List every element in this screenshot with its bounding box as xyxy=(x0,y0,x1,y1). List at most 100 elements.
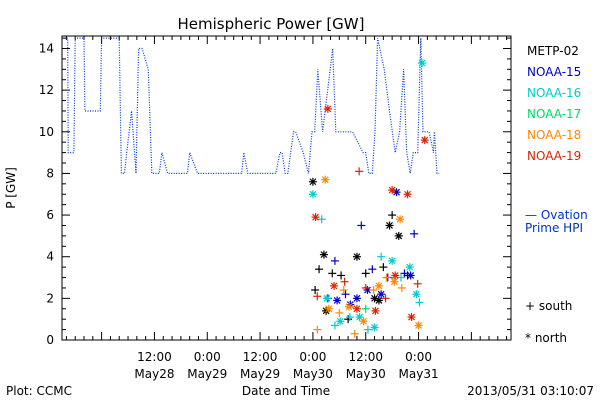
north-point xyxy=(406,271,415,280)
south-point xyxy=(400,269,409,278)
point-stroke xyxy=(360,317,367,325)
north-point xyxy=(308,190,317,199)
south-point xyxy=(381,294,390,303)
north-point xyxy=(370,323,379,332)
y-tick-label: 0 xyxy=(46,333,54,347)
point-stroke xyxy=(353,253,361,261)
point-stroke xyxy=(356,313,363,321)
south-point xyxy=(361,304,370,313)
south-marker-legend: + south xyxy=(525,299,572,313)
y-axis: 0 2 4 6 8 10 12 14 xyxy=(39,37,511,347)
point-stroke xyxy=(336,317,344,325)
north-point xyxy=(323,104,332,113)
point-stroke xyxy=(391,272,399,279)
north-point xyxy=(374,281,383,290)
point-stroke xyxy=(333,297,341,304)
north-point xyxy=(371,306,380,315)
point-stroke xyxy=(353,294,361,302)
point-stroke xyxy=(312,213,319,221)
point-stroke xyxy=(371,294,378,302)
x-tick-label-date: May30 xyxy=(293,367,333,381)
ovation-hpi-line xyxy=(64,37,440,174)
x-axis: 12:00 May28 0:00 May29 12:00 May29 0:00 May30 12… xyxy=(65,36,508,381)
north-point xyxy=(321,175,330,184)
north-point xyxy=(370,294,379,303)
south-point xyxy=(363,325,372,334)
south-point xyxy=(413,279,422,288)
x-tick-label-date: May31 xyxy=(399,367,439,381)
north-point xyxy=(308,177,317,186)
point-stroke xyxy=(375,282,383,290)
x-tick-label-date: May28 xyxy=(134,367,174,381)
south-point xyxy=(311,286,320,295)
x-axis-label: Date and Time xyxy=(242,384,330,398)
north-point xyxy=(418,59,427,68)
point-stroke xyxy=(418,59,426,67)
south-point xyxy=(355,167,364,176)
north-point xyxy=(352,304,361,313)
south-point xyxy=(357,221,366,230)
point-stroke xyxy=(396,215,404,223)
south-point xyxy=(350,329,359,338)
x-tick-label-time: 12:00 xyxy=(348,350,383,364)
south-point xyxy=(415,298,424,307)
south-point xyxy=(330,321,339,330)
north-point xyxy=(420,136,429,145)
north-point xyxy=(396,215,405,224)
legend-entry: NOAA-15 xyxy=(527,65,581,79)
point-stroke xyxy=(324,105,332,113)
south-point xyxy=(315,265,324,274)
x-tick-label-time: 0:00 xyxy=(194,350,221,364)
point-stroke xyxy=(421,136,429,144)
south-point xyxy=(341,290,350,299)
plot-timestamp: 2013/05/31 03:10:07 xyxy=(467,384,594,398)
north-point xyxy=(352,252,361,261)
point-stroke xyxy=(377,290,385,298)
x-tick-label-time: 12:00 xyxy=(137,350,172,364)
ovation-legend-line1: — Ovation xyxy=(525,208,588,222)
x-tick-label-date: May29 xyxy=(187,367,227,381)
y-tick-label: 14 xyxy=(39,41,54,55)
north-point xyxy=(394,231,403,240)
south-point xyxy=(340,277,349,286)
point-stroke xyxy=(388,257,396,265)
south-point xyxy=(313,292,322,301)
north-point xyxy=(352,294,361,303)
ovation-legend-line2: Prime HPI xyxy=(525,221,583,235)
point-stroke xyxy=(321,176,329,184)
point-stroke xyxy=(393,188,400,196)
point-stroke xyxy=(390,278,398,286)
south-point xyxy=(317,215,326,224)
legend-entry: NOAA-19 xyxy=(527,149,581,163)
north-point xyxy=(407,313,416,322)
satellite-points xyxy=(308,59,429,338)
south-point xyxy=(345,313,354,322)
legend-entry: METP-02 xyxy=(527,44,579,58)
point-stroke xyxy=(323,294,331,302)
point-stroke xyxy=(404,190,411,198)
north-point xyxy=(330,281,339,290)
point-stroke xyxy=(309,190,317,198)
point-stroke xyxy=(325,305,333,313)
north-point xyxy=(333,296,342,305)
y-tick-label: 2 xyxy=(46,291,54,305)
point-stroke xyxy=(320,251,328,259)
point-stroke xyxy=(371,307,379,315)
north-point xyxy=(412,290,421,299)
x-tick-label-time: 0:00 xyxy=(405,350,432,364)
north-point xyxy=(377,290,386,299)
south-point xyxy=(339,286,348,295)
legend-entry: NOAA-18 xyxy=(527,128,581,142)
south-point xyxy=(337,271,346,280)
ovation-series xyxy=(64,37,440,174)
point-stroke xyxy=(353,305,361,313)
point-stroke xyxy=(407,272,415,279)
y-tick-label: 4 xyxy=(46,250,54,264)
chart-title: Hemispheric Power [GW] xyxy=(178,15,365,33)
point-stroke xyxy=(386,222,393,229)
south-point xyxy=(377,252,386,261)
south-point xyxy=(396,273,405,282)
point-stroke xyxy=(395,232,403,240)
north-point xyxy=(319,250,328,259)
